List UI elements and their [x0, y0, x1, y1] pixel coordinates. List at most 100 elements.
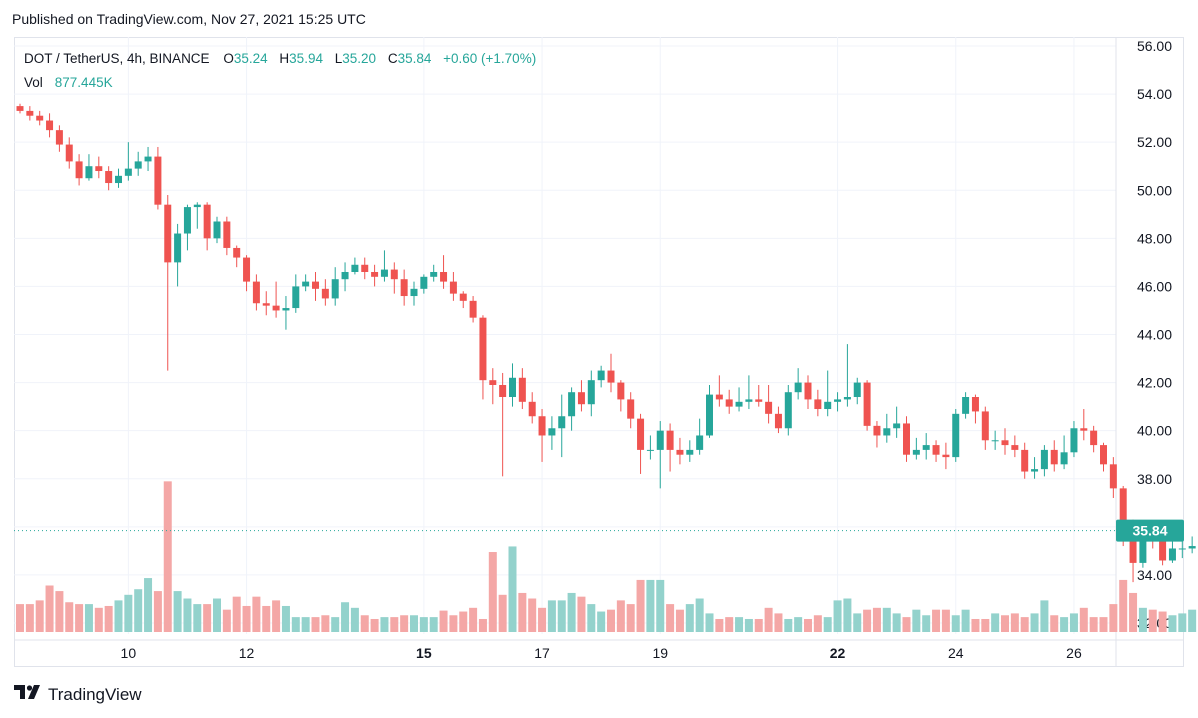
candle-body — [499, 384, 507, 398]
candle-body — [85, 166, 93, 179]
candle-body — [26, 110, 34, 116]
candle-body — [282, 308, 290, 311]
volume-bar — [922, 615, 931, 632]
footer-brand[interactable]: TradingView — [14, 684, 142, 705]
candle-body — [686, 449, 694, 455]
volume-bar — [1138, 607, 1147, 632]
volume-bar — [794, 617, 803, 632]
candle-body — [853, 382, 861, 398]
volume-legend: Vol 877.445K — [24, 75, 113, 90]
volume-bar — [1099, 617, 1108, 632]
volume-bar — [577, 596, 586, 632]
volume-bar — [1079, 607, 1088, 632]
candle-body — [292, 286, 300, 309]
volume-bar — [863, 609, 872, 632]
volume-bar — [666, 604, 675, 632]
candle-body — [440, 271, 448, 282]
candle-body — [509, 377, 516, 398]
candle-body — [991, 440, 999, 442]
volume-bar — [754, 618, 763, 632]
candle-body — [518, 377, 526, 402]
volume-bar — [1109, 604, 1118, 632]
candle-body — [302, 281, 310, 287]
x-tick-label: 26 — [1066, 645, 1082, 661]
candle-body — [489, 380, 497, 385]
volume-bar — [400, 615, 409, 632]
volume-bar — [370, 618, 379, 632]
high-label: H — [279, 51, 290, 66]
volume-bar — [488, 552, 497, 632]
candle-body — [883, 428, 891, 436]
volume-bar — [449, 615, 458, 632]
candle-body — [646, 449, 654, 451]
x-tick-label: 22 — [830, 645, 846, 661]
candle-body — [1080, 428, 1088, 431]
candle-body — [341, 271, 349, 280]
y-tick-label: 52.00 — [1137, 134, 1172, 150]
candle-body — [1070, 428, 1078, 453]
volume-value: 877.445K — [54, 75, 113, 90]
volume-bar — [25, 604, 34, 632]
volume-bar — [508, 546, 517, 632]
candle-body — [164, 204, 172, 263]
volume-bar — [410, 615, 418, 632]
candle-body — [843, 397, 851, 400]
candle-body — [1109, 464, 1117, 489]
volume-bar — [153, 591, 162, 632]
candle-body — [430, 271, 438, 277]
candle-body — [252, 281, 260, 304]
candle-body — [528, 401, 536, 417]
high-value: 35.94 — [289, 51, 323, 66]
volume-bar — [321, 615, 330, 632]
volume-bar — [587, 604, 596, 632]
volume-bar — [557, 600, 566, 632]
chart-frame[interactable] — [14, 37, 1184, 667]
volume-bar — [341, 602, 350, 632]
candle-body — [459, 293, 467, 301]
volume-bar — [1001, 615, 1009, 632]
candle-body — [183, 207, 191, 234]
candle-body — [331, 279, 339, 299]
x-tick-label: 19 — [652, 645, 668, 661]
candle-body — [213, 221, 221, 239]
volume-bar — [892, 613, 901, 632]
y-tick-label: 34.00 — [1137, 567, 1172, 583]
volume-bar — [902, 617, 911, 632]
volume-bar — [991, 613, 1000, 632]
volume-bar — [55, 591, 64, 632]
candle-body — [548, 428, 556, 436]
candle-body — [725, 399, 733, 407]
candle-body — [361, 264, 369, 272]
candle-body — [903, 423, 910, 455]
volume-bar — [656, 579, 665, 632]
y-tick-label: 46.00 — [1137, 278, 1172, 294]
volume-bar — [429, 617, 438, 632]
candle-body — [912, 449, 920, 455]
candle-body — [607, 370, 615, 383]
candle-body — [351, 264, 359, 272]
candle-body — [755, 399, 763, 402]
candle-body — [124, 168, 132, 176]
volume-bar — [16, 604, 24, 632]
volume-bar — [173, 591, 182, 632]
volume-bar — [784, 618, 793, 632]
volume-bar — [124, 594, 133, 632]
volume-bar — [1148, 609, 1157, 632]
open-label: O — [223, 51, 234, 66]
volume-bar — [65, 602, 74, 632]
volume-bar — [813, 615, 822, 632]
volume-bar — [203, 604, 212, 632]
volume-bar — [104, 605, 113, 632]
candle-body — [154, 156, 162, 205]
volume-bar — [961, 609, 970, 632]
symbol-label[interactable]: DOT / TetherUS, 4h, BINANCE — [24, 51, 210, 66]
candle-body — [971, 397, 979, 412]
candle-body — [1011, 445, 1019, 450]
volume-bar — [764, 607, 773, 632]
candle-body — [863, 382, 871, 426]
candle-body — [1188, 546, 1196, 549]
volume-bar — [695, 598, 704, 632]
candle-body — [223, 221, 231, 248]
volume-bar — [675, 609, 684, 632]
